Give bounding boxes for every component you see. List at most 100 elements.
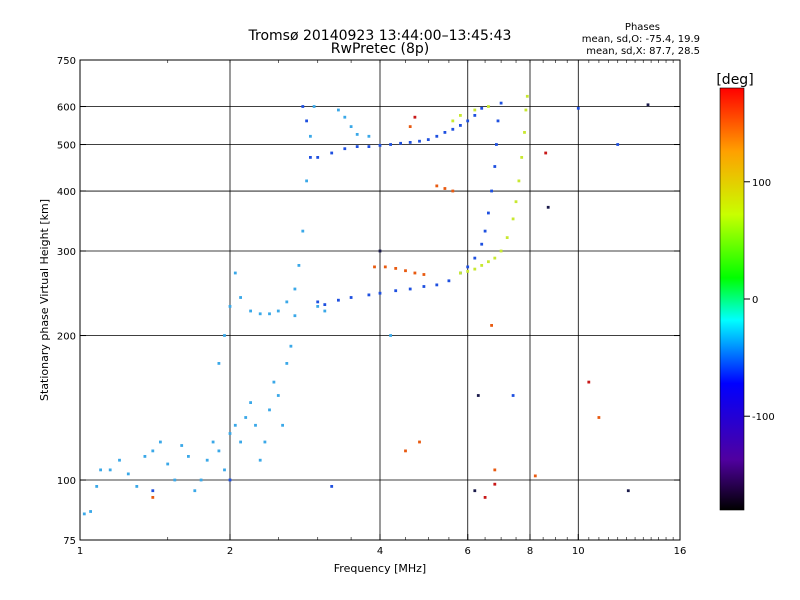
data-point [576,106,580,110]
data-point [408,125,412,128]
data-point [126,472,130,476]
data-point [404,449,407,453]
data-point [258,458,262,462]
data-point [268,408,271,412]
data-point [99,468,102,472]
data-point [367,145,371,148]
data-point [459,114,462,117]
y-tick-label: 75 [63,536,76,547]
data-point [89,510,92,513]
data-point [166,462,170,466]
data-point [496,119,500,123]
data-point [349,296,353,299]
data-point [305,179,308,183]
data-point [159,440,162,444]
data-point [272,380,276,384]
data-point [151,449,155,453]
data-point [473,256,477,260]
data-point [389,334,392,337]
data-point [223,468,226,472]
data-point [337,298,340,302]
chart-subtitle: RwPretec (8p) [331,41,429,57]
y-tick-label: 600 [57,103,76,114]
data-point [135,485,139,488]
stats-line-x: mean, sd,X: 87.7, 28.5 [586,46,700,57]
data-point [511,394,515,397]
data-point [597,416,601,419]
data-point [151,496,155,499]
data-point [418,440,421,444]
colorbar: [deg] 100 0 -100 [716,72,775,511]
data-point [228,432,232,435]
data-point [495,143,498,146]
y-tick-label: 300 [57,247,76,258]
data-point [473,108,477,112]
data-point [378,291,382,295]
data-point [180,444,184,447]
data-point [223,334,226,337]
data-point [487,105,490,108]
data-point [418,139,421,143]
data-point [254,423,257,427]
data-point [459,271,462,275]
data-point [217,449,221,453]
chart-title: Tromsø 20140923 13:44:00–13:45:43 [248,28,512,44]
data-point [95,485,99,488]
data-point [293,314,297,318]
y-axis-ticks: 75 100 200 300 400 500 600 750 [57,56,680,547]
colorbar-ticks: 100 0 -100 [744,178,775,423]
data-point [459,124,462,127]
data-point [285,300,289,304]
data-point [151,489,155,493]
x-tick-label: 8 [527,546,533,557]
data-point [487,211,490,215]
data-point [343,115,347,119]
data-point [228,478,232,482]
data-point [413,115,417,119]
data-point [330,485,334,488]
data-point [355,145,359,148]
data-point [493,468,497,472]
data-point [483,229,487,233]
data-point [285,362,289,365]
data-point [466,270,470,273]
data-point [367,293,371,297]
data-point [316,156,320,159]
data-point [301,229,305,233]
data-point [524,108,528,112]
data-point [476,394,480,397]
data-point [480,264,484,267]
data-point [373,265,376,269]
data-point [499,101,503,105]
data-point [404,269,407,273]
data-point [309,134,312,138]
gridlines [80,60,680,540]
x-tick-label: 2 [227,546,233,557]
data-point [239,440,242,444]
data-point [443,187,447,190]
data-point [394,267,398,270]
colorbar-tick-label: -100 [752,412,775,423]
data-point [490,324,493,327]
data-point [258,312,262,316]
data-point [443,131,447,134]
data-point [520,156,524,159]
y-tick-label: 400 [57,187,76,198]
data-point [293,287,297,291]
data-point [587,380,591,384]
data-point [493,256,497,260]
data-point [435,134,439,138]
data-point [616,143,620,146]
data-point [533,474,537,478]
data-point [173,478,177,482]
colorbar-gradient [719,87,745,511]
data-point [268,312,271,316]
data-point [626,489,630,493]
data-point [473,267,477,271]
data-point [473,114,477,117]
data-point [505,236,509,239]
data-point [435,184,439,188]
data-point [143,455,147,458]
data-point [82,512,86,516]
